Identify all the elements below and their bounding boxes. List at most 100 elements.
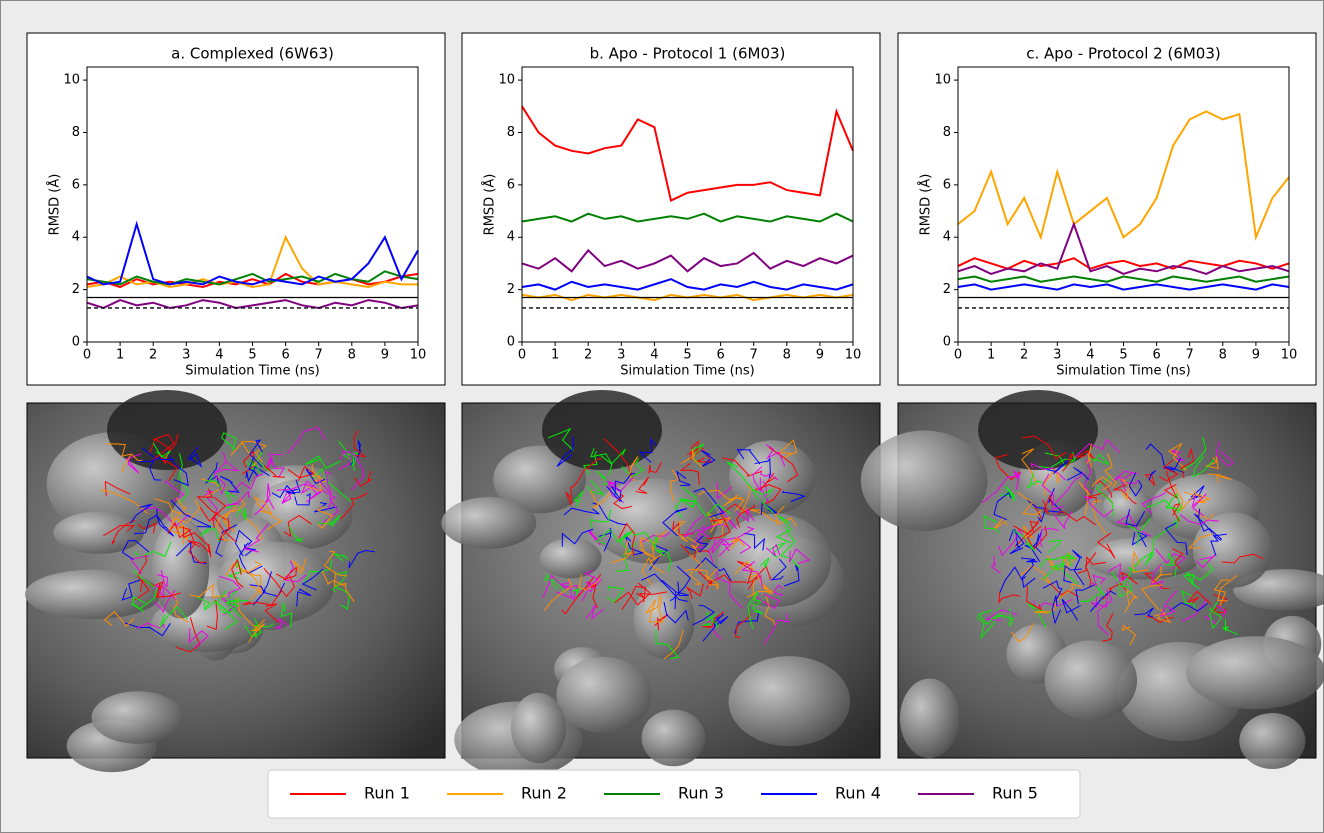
- x-tick-label: 7: [750, 348, 758, 363]
- ligand-pose: [253, 496, 273, 514]
- ligand-pose: [248, 618, 266, 643]
- ligand-pose: [1121, 566, 1138, 588]
- ligand-pose: [703, 574, 719, 590]
- ligand-pose: [306, 475, 323, 492]
- ligand-pose: [768, 542, 786, 559]
- ligand-pose: [773, 584, 784, 597]
- ligand-pose: [165, 450, 189, 487]
- ligand-pose: [1091, 594, 1109, 609]
- ligand-pose: [1018, 565, 1052, 585]
- ligand-pose: [139, 579, 164, 598]
- surface-blob: [53, 511, 144, 554]
- ligand-pose: [638, 437, 657, 463]
- ligand-pose: [990, 555, 1001, 574]
- ligand-pose: [249, 571, 273, 593]
- ligand-pose: [1116, 514, 1152, 537]
- y-tick-label: 10: [63, 73, 80, 88]
- series-line: [957, 221, 1290, 275]
- ligand-pose: [283, 514, 312, 538]
- surface-image: [24, 390, 446, 773]
- y-tick-label: 4: [72, 230, 80, 245]
- ligand-pose: [708, 537, 731, 563]
- ligand-pose: [316, 505, 334, 529]
- ligand-pose: [1023, 525, 1034, 544]
- ligand-pose: [1192, 490, 1212, 503]
- ligand-pose: [543, 578, 573, 612]
- ligand-pose: [595, 528, 630, 545]
- ligand-pose: [1171, 548, 1184, 570]
- ligand-pose: [1089, 590, 1117, 612]
- x-tick-label: 10: [845, 348, 862, 363]
- ligand-pose: [723, 526, 755, 541]
- ligand-pose: [561, 528, 594, 547]
- ligand-pose: [1063, 565, 1082, 584]
- ligand-pose: [655, 629, 680, 660]
- ligand-pose: [1027, 499, 1047, 523]
- ligand-pose: [542, 574, 578, 599]
- y-tick-label: 0: [943, 335, 951, 350]
- ligand-pose: [188, 530, 207, 564]
- x-tick-label: 0: [518, 348, 526, 363]
- ligand-pose: [640, 573, 688, 602]
- ligand-pose: [206, 599, 218, 631]
- ligand-pose: [155, 583, 181, 598]
- ligand-pose: [680, 449, 704, 469]
- chart-title: b. Apo - Protocol 1 (6M03): [590, 45, 786, 63]
- ligand-pose: [1154, 548, 1187, 570]
- ligand-pose: [196, 596, 211, 612]
- ligand-pose: [721, 457, 762, 477]
- ligand-pose: [251, 623, 274, 639]
- ligand-pose: [709, 574, 747, 584]
- ligand-pose: [754, 457, 771, 478]
- ligand-pose: [252, 582, 286, 606]
- ligand-pose: [246, 450, 264, 473]
- x-tick-label: 3: [182, 348, 190, 363]
- legend-label: Run 3: [678, 784, 724, 803]
- ligand-pose: [648, 596, 664, 623]
- ligand-pose: [753, 488, 774, 514]
- ligand-pose: [1076, 449, 1095, 461]
- ligand-pose: [1066, 466, 1089, 481]
- x-tick-label: 1: [116, 348, 124, 363]
- ligand-pose: [589, 490, 611, 509]
- ligand-pose: [199, 506, 218, 529]
- ligand-pose: [1084, 552, 1097, 587]
- panel: [461, 32, 881, 386]
- ligand-pose: [236, 505, 247, 521]
- ligand-pose: [780, 527, 801, 569]
- ligand-pose: [1210, 533, 1227, 557]
- ligand-pose: [628, 456, 639, 482]
- ligand-pose: [641, 557, 665, 586]
- ligand-pose: [130, 503, 153, 524]
- ligand-pose: [1127, 517, 1151, 545]
- ligand-pose: [1071, 549, 1085, 586]
- ligand-pose: [698, 571, 713, 590]
- ligand-pose: [685, 535, 709, 553]
- ligand-pose: [227, 590, 249, 602]
- y-tick-label: 8: [72, 125, 80, 140]
- ligand-pose: [1020, 557, 1038, 563]
- ligand-pose: [137, 456, 174, 463]
- ligand-pose: [1054, 472, 1085, 504]
- ligand-pose: [735, 613, 752, 639]
- ligand-pose: [187, 540, 212, 555]
- ligand-pose: [1140, 584, 1163, 611]
- y-tick-label: 4: [507, 230, 515, 245]
- ligand-pose: [1061, 453, 1075, 472]
- ligand-pose: [760, 501, 779, 515]
- ligand-pose: [286, 479, 301, 494]
- chart-title: a. Complexed (6W63): [171, 45, 334, 63]
- ligand-pose: [596, 470, 609, 485]
- ligand-pose: [133, 514, 166, 535]
- ligand-pose: [1160, 590, 1178, 617]
- ligand-pose: [265, 457, 276, 472]
- ligand-pose: [679, 486, 697, 509]
- ligand-pose: [784, 564, 800, 587]
- ligand-pose: [1163, 458, 1185, 473]
- ligand-pose: [263, 568, 296, 598]
- ligand-pose: [333, 552, 349, 562]
- ligand-pose: [219, 575, 242, 606]
- ligand-pose: [121, 579, 141, 601]
- ligand-pose: [1125, 508, 1146, 527]
- ligand-pose: [1086, 443, 1093, 469]
